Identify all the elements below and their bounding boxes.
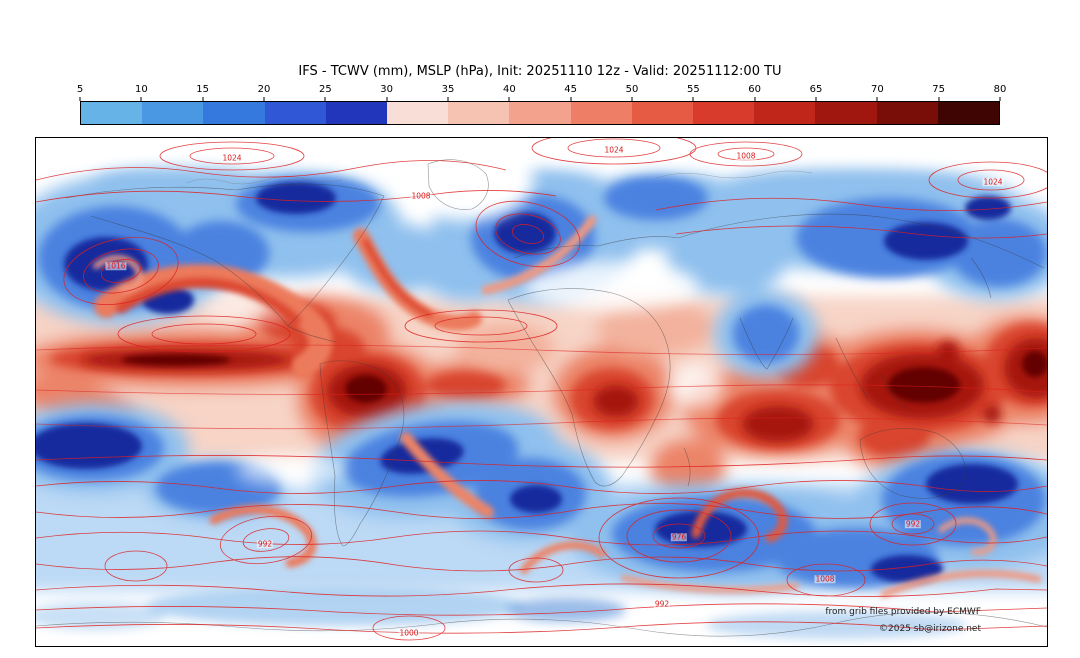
colorbar-tick-label: 55 <box>686 84 700 95</box>
colorbar-tick-mark <box>692 97 694 101</box>
colorbar-segment <box>876 102 938 124</box>
attribution-copyright: ©2025 sb@irizone.net <box>879 623 981 634</box>
colorbar-segment <box>81 102 143 124</box>
colorbar-segment <box>142 102 204 124</box>
colorbar-segment <box>937 102 1000 124</box>
chart-title: IFS - TCWV (mm), MSLP (hPa), Init: 20251… <box>298 64 782 79</box>
colorbar-segment <box>203 102 265 124</box>
tcwv-dark-red-cores <box>81 338 1047 442</box>
colorbar-tick-label: 10 <box>134 84 148 95</box>
colorbar-tick-mark <box>324 97 326 101</box>
colorbar-segment <box>570 102 632 124</box>
colorbar-tick-mark <box>754 97 756 101</box>
world-map: 1024 1024 1008 1024 1008 1016 992 976 992 992 1000… <box>35 137 1048 647</box>
colorbar-tick-mark <box>263 97 265 101</box>
colorbar-tick-mark <box>202 97 204 101</box>
colorbar-segment <box>693 102 755 124</box>
colorbar-tick-label: 35 <box>441 84 455 95</box>
colorbar-tick-label: 5 <box>76 84 84 95</box>
colorbar-tick-label: 30 <box>380 84 394 95</box>
frontal-moisture-bands <box>93 215 1042 598</box>
colorbar-segment <box>509 102 571 124</box>
colorbar: 5 10 15 20 25 30 35 40 45 50 55 60 65 70 75 80 <box>76 84 1006 125</box>
colorbar-gradient <box>80 101 1000 125</box>
colorbar-tick-labels: 5 10 15 20 25 30 35 40 45 50 55 60 65 70 75 80 <box>76 84 1006 101</box>
colorbar-tick-label: 20 <box>257 84 271 95</box>
colorbar-tick-label: 60 <box>748 84 762 95</box>
colorbar-tick-label: 80 <box>993 84 1007 95</box>
map-canvas <box>36 138 1047 646</box>
colorbar-tick-label: 70 <box>870 84 884 95</box>
antarctic-moisture <box>36 586 966 639</box>
colorbar-tick-mark <box>999 97 1001 101</box>
colorbar-tick-label: 40 <box>502 84 516 95</box>
attribution: from grib files provided by ECMWF ©2025 … <box>825 604 981 638</box>
colorbar-tick-mark <box>79 97 81 101</box>
colorbar-tick-mark <box>140 97 142 101</box>
colorbar-tick-label: 75 <box>932 84 946 95</box>
attribution-source: from grib files provided by ECMWF <box>825 606 981 617</box>
mslp-isobars <box>36 138 1047 641</box>
colorbar-segment <box>631 102 694 124</box>
colorbar-tick-mark <box>938 97 940 101</box>
colorbar-tick-mark <box>386 97 388 101</box>
colorbar-segment <box>264 102 326 124</box>
colorbar-tick-label: 15 <box>196 84 210 95</box>
tcwv-deepest-cores <box>121 351 1047 403</box>
colorbar-tick-label: 65 <box>809 84 823 95</box>
colorbar-tick-label: 45 <box>564 84 578 95</box>
colorbar-tick-label: 25 <box>318 84 332 95</box>
colorbar-tick-mark <box>876 97 878 101</box>
colorbar-tick-mark <box>815 97 817 101</box>
colorbar-tick-mark <box>570 97 572 101</box>
colorbar-segment <box>325 102 388 124</box>
colorbar-segment <box>448 102 510 124</box>
colorbar-tick-mark <box>631 97 633 101</box>
colorbar-tick-mark <box>508 97 510 101</box>
colorbar-segment <box>815 102 877 124</box>
colorbar-tick-label: 50 <box>625 84 639 95</box>
colorbar-segment <box>387 102 449 124</box>
colorbar-segment <box>754 102 816 124</box>
colorbar-tick-mark <box>447 97 449 101</box>
